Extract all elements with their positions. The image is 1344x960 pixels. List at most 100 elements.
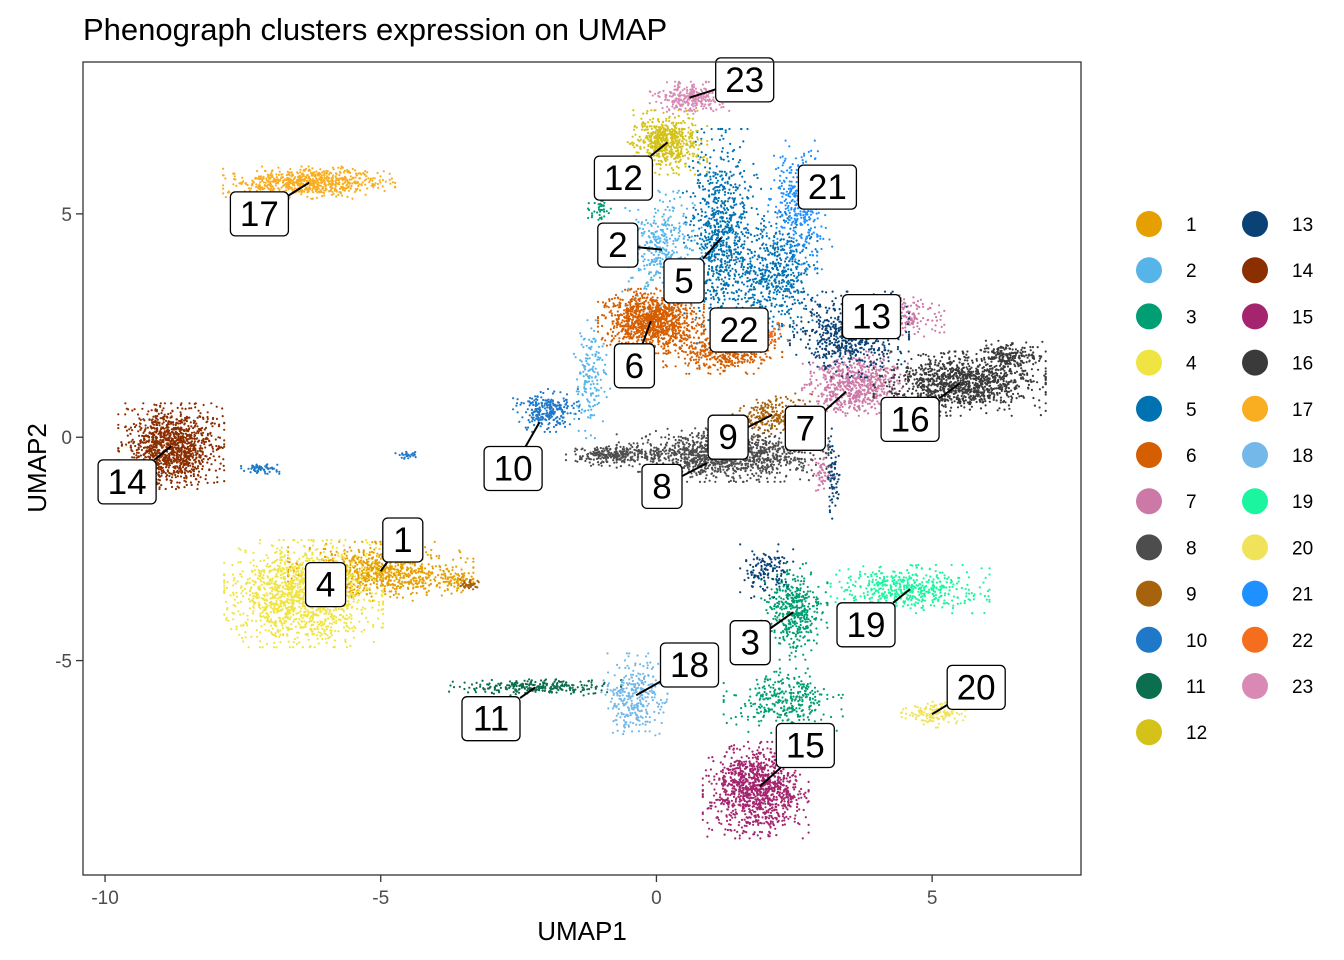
data-point xyxy=(760,276,763,279)
data-point xyxy=(737,161,740,164)
data-point xyxy=(448,576,452,579)
data-point xyxy=(252,564,255,567)
data-point xyxy=(782,637,785,641)
data-point xyxy=(837,693,840,697)
data-point xyxy=(587,416,590,419)
data-point xyxy=(406,581,409,584)
data-point xyxy=(657,235,660,238)
data-point xyxy=(674,227,677,230)
data-point xyxy=(664,253,667,256)
data-point xyxy=(653,274,656,277)
data-point xyxy=(460,568,463,571)
data-point xyxy=(712,171,715,174)
data-point xyxy=(364,580,367,583)
data-point xyxy=(290,577,293,580)
data-point xyxy=(767,707,770,710)
data-point xyxy=(294,593,297,596)
data-point xyxy=(283,595,286,598)
data-point xyxy=(732,259,736,262)
data-point xyxy=(767,250,770,253)
data-point xyxy=(655,238,659,241)
data-point xyxy=(791,631,794,634)
data-point xyxy=(702,159,705,162)
data-point xyxy=(602,208,606,211)
data-point xyxy=(791,330,795,333)
data-point xyxy=(380,608,383,611)
data-point xyxy=(734,213,737,216)
data-point xyxy=(266,562,269,566)
data-point xyxy=(356,586,359,589)
data-point xyxy=(308,559,311,562)
data-point xyxy=(797,596,801,599)
data-point xyxy=(286,615,289,618)
data-point xyxy=(236,601,239,604)
data-point xyxy=(333,639,336,642)
data-point xyxy=(451,577,454,580)
data-point xyxy=(783,313,787,316)
data-point xyxy=(590,345,593,348)
data-point xyxy=(423,546,427,549)
data-point xyxy=(796,632,800,635)
data-point xyxy=(350,549,353,552)
data-point xyxy=(397,564,400,567)
data-point xyxy=(300,619,303,622)
data-point xyxy=(325,610,328,613)
data-point xyxy=(755,207,758,210)
data-point xyxy=(809,711,812,714)
data-point xyxy=(659,228,662,231)
data-point xyxy=(269,597,272,600)
data-point xyxy=(763,680,766,683)
data-point xyxy=(785,263,788,266)
data-point xyxy=(791,597,795,600)
data-point xyxy=(381,595,384,598)
data-point xyxy=(297,572,300,575)
data-point xyxy=(343,550,346,553)
data-point xyxy=(327,625,330,628)
data-point xyxy=(575,404,579,407)
data-point xyxy=(292,613,295,616)
data-point xyxy=(707,236,710,239)
data-point xyxy=(771,702,774,705)
data-point xyxy=(697,178,700,181)
data-point xyxy=(323,544,326,547)
data-point xyxy=(329,632,333,635)
data-point xyxy=(752,703,755,706)
data-point xyxy=(678,227,681,230)
data-point xyxy=(769,310,773,313)
data-point xyxy=(265,616,268,619)
data-point xyxy=(786,569,789,572)
data-point xyxy=(770,622,773,625)
data-point xyxy=(330,538,333,542)
data-point xyxy=(363,598,366,601)
data-point xyxy=(659,240,662,243)
data-point xyxy=(765,703,768,706)
data-point xyxy=(381,600,385,603)
data-point xyxy=(385,576,388,579)
data-point xyxy=(707,179,710,182)
data-point xyxy=(723,227,726,230)
data-point xyxy=(392,567,396,571)
data-point xyxy=(368,551,371,554)
data-point xyxy=(746,228,749,232)
data-point xyxy=(603,371,607,374)
data-point xyxy=(271,561,274,565)
data-point xyxy=(816,294,819,297)
data-point xyxy=(749,269,752,272)
data-point xyxy=(588,375,591,378)
data-point xyxy=(761,259,764,262)
data-point xyxy=(373,548,376,551)
data-point xyxy=(412,579,416,582)
data-point xyxy=(590,327,593,330)
data-point xyxy=(239,624,243,627)
data-point xyxy=(440,573,443,576)
data-point xyxy=(591,367,594,370)
data-point xyxy=(593,201,596,205)
data-point xyxy=(586,398,589,401)
data-point xyxy=(304,559,308,562)
data-point xyxy=(728,188,731,191)
data-point xyxy=(699,173,702,176)
data-point xyxy=(717,225,720,229)
data-point xyxy=(375,579,379,583)
data-point xyxy=(712,188,715,191)
data-point xyxy=(729,192,733,195)
